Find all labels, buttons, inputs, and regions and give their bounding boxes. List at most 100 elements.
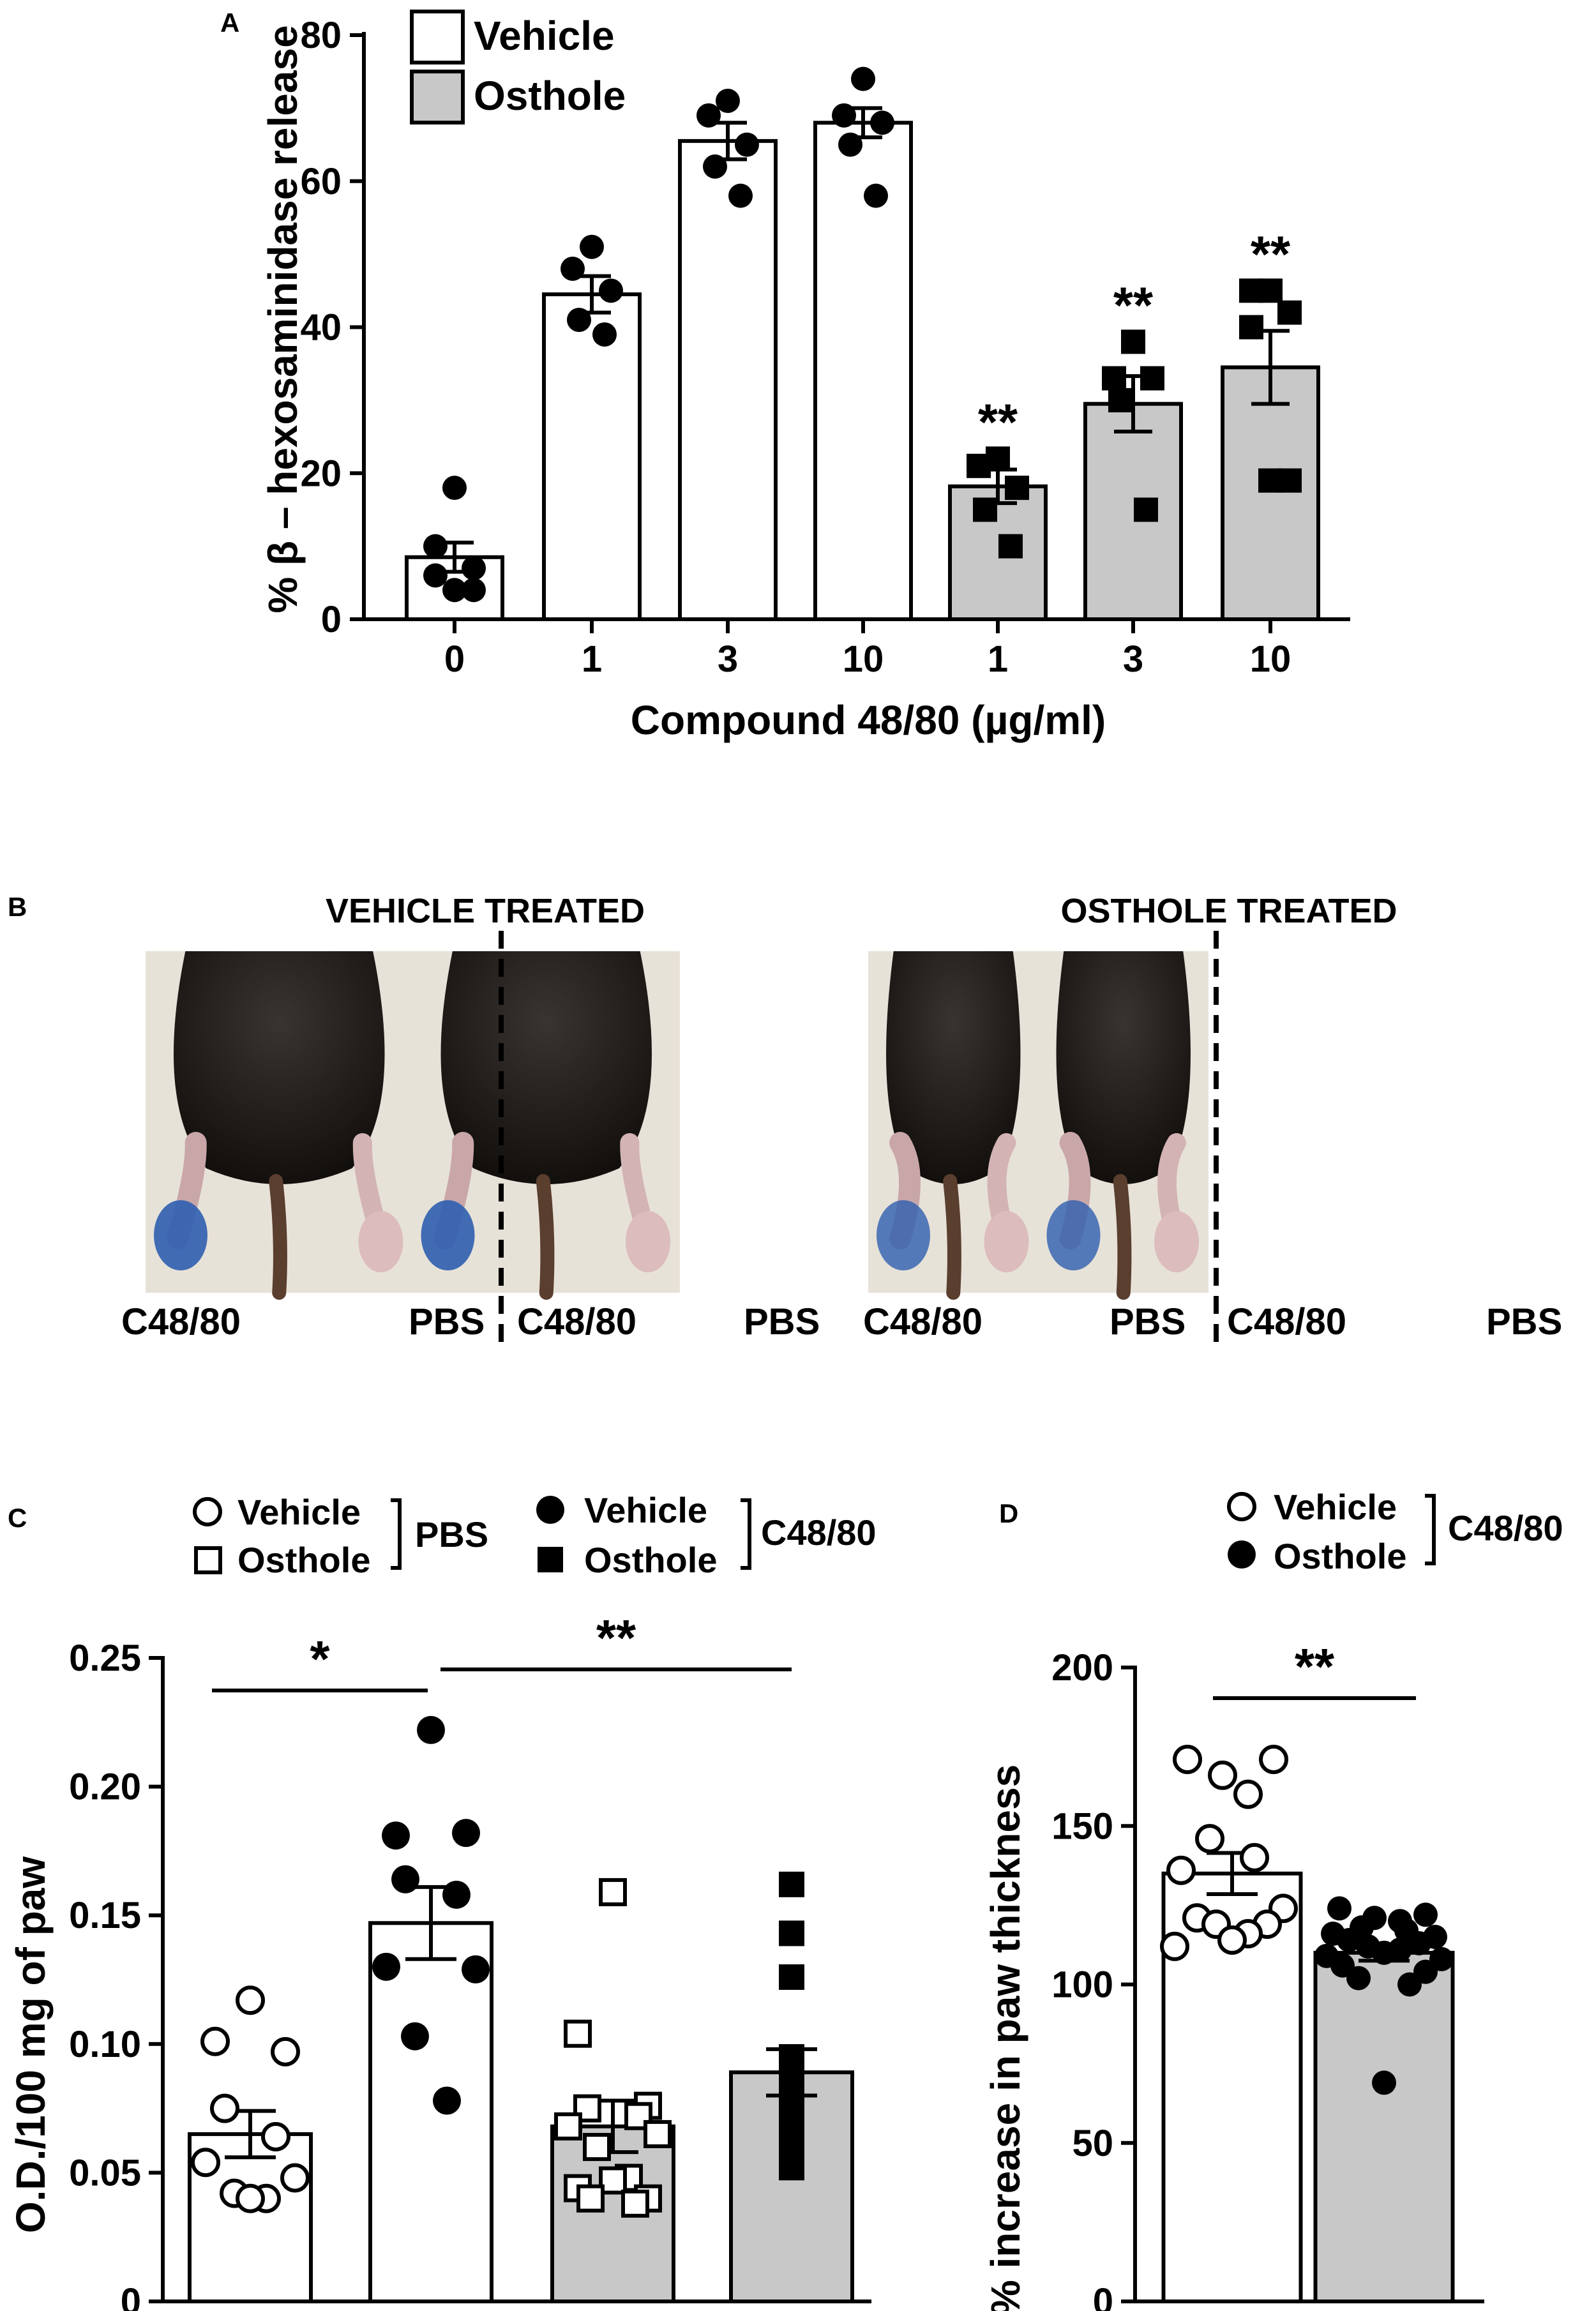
mouse-right-paw-image xyxy=(626,1211,670,1272)
panel-a-data-point xyxy=(423,563,448,588)
mouse-body-image xyxy=(1056,951,1191,1184)
photo-label-pbs-1: PBS xyxy=(409,1301,485,1343)
panel-a-data-point xyxy=(870,110,894,135)
panel-a-data-point xyxy=(728,183,753,208)
panel-a-x-tick-label: 1 xyxy=(582,638,602,680)
panel-c-data-point xyxy=(779,2155,804,2181)
mouse-tail-image xyxy=(943,1174,961,1300)
panel-c-data-point xyxy=(417,1715,445,1744)
panel-c-data-point xyxy=(554,2112,582,2141)
panel-a-bar xyxy=(542,292,642,621)
panel-a-data-point xyxy=(851,66,875,91)
panel-c-data-point xyxy=(382,1821,410,1850)
panel-a-data-point xyxy=(973,497,997,522)
panel-c-y-tick-label: 0.25 xyxy=(69,1637,141,1679)
mouse-left-paw-dye-image xyxy=(877,1200,930,1270)
panel-d-data-point xyxy=(1327,1896,1351,1921)
panel-a-letter: A xyxy=(220,8,239,38)
panel-c-bar xyxy=(550,2124,675,2303)
panel-a-data-point xyxy=(1005,476,1029,501)
panel-d-data-point xyxy=(1337,1927,1361,1952)
legend-d-vehicle: Vehicle xyxy=(1274,1487,1397,1527)
panel-a-bar xyxy=(948,484,1048,622)
panel-d-data-point xyxy=(1372,2070,1396,2095)
legend-c-group-pbs: PBS xyxy=(415,1514,488,1554)
panel-c-data-point xyxy=(401,2022,429,2051)
panel-a-significance: ** xyxy=(1113,276,1154,333)
photo-label-pbs-3: PBS xyxy=(1110,1301,1186,1343)
panel-d-data-point xyxy=(1173,1744,1202,1774)
panel-c-bar xyxy=(368,1921,493,2303)
panel-d-data-point xyxy=(1160,1931,1189,1961)
panel-c-y-axis-title: O.D./100 mg of paw xyxy=(8,1856,54,2234)
panel-a-significance: ** xyxy=(1251,225,1291,282)
legend-label-vehicle: Vehicle xyxy=(474,13,615,59)
panel-c-data-point xyxy=(779,1871,804,1897)
legend-d-marker-open-circle xyxy=(1227,1492,1256,1521)
panel-a-data-point xyxy=(1277,300,1302,325)
panel-a-data-point xyxy=(462,578,486,603)
panel-a-data-point xyxy=(967,453,991,478)
legend-bracket-pbs xyxy=(391,1498,402,1570)
panel-a-data-point xyxy=(1239,315,1263,340)
panel-a-data-point xyxy=(442,476,467,501)
panel-c-data-point xyxy=(599,2166,627,2195)
panel-d-data-point xyxy=(1217,1925,1247,1955)
panel-d-letter: D xyxy=(999,1498,1018,1528)
panel-c-significance-label: ** xyxy=(596,1609,636,1666)
panel-b-letter: B xyxy=(8,892,27,922)
panel-d-data-point xyxy=(1195,1824,1224,1854)
panel-a-legend: Vehicle Osthole xyxy=(410,10,626,124)
panel-c-data-point xyxy=(391,1865,419,1893)
panel-d-y-tick-label: 50 xyxy=(1072,2123,1113,2164)
panel-a-data-point xyxy=(1239,278,1263,303)
legend-c-vehicle-pbs: Vehicle xyxy=(237,1492,361,1532)
panel-a-data-point xyxy=(561,257,585,281)
panel-c-data-point xyxy=(236,1985,265,2015)
photo-label-pbs-4: PBS xyxy=(1486,1301,1562,1343)
panel-c-data-point xyxy=(191,2148,220,2178)
mouse-right-paw-image xyxy=(358,1211,403,1272)
mouse-right-paw-image xyxy=(1154,1211,1199,1272)
panel-c-data-point xyxy=(236,2183,265,2213)
mouse-tail-image xyxy=(269,1174,287,1300)
panel-c-chart: C Vehicle Osthole PBS Vehicle Osthole C4… xyxy=(8,1490,877,2311)
mouse-tail-image xyxy=(536,1174,555,1300)
panel-d-data-point xyxy=(1166,1855,1196,1885)
panel-a-data-point xyxy=(838,132,862,157)
panel-d-significance-label: ** xyxy=(1295,1638,1335,1695)
panel-a-data-point xyxy=(1121,329,1145,354)
panel-a-bar xyxy=(813,121,913,621)
panel-a-data-point xyxy=(703,154,727,179)
legend-d-group: C48/80 xyxy=(1448,1508,1563,1548)
panel-d-data-point xyxy=(1208,1760,1237,1790)
legend-d-bracket xyxy=(1425,1494,1436,1565)
panel-c-y-tick-label: 0.10 xyxy=(69,2024,141,2065)
panel-a-data-point xyxy=(1134,497,1158,522)
panel-c-letter: C xyxy=(8,1503,27,1533)
panel-c-data-point xyxy=(462,1955,490,1984)
panel-c-data-point xyxy=(452,1819,480,1848)
legend-d-osthole: Osthole xyxy=(1274,1536,1406,1576)
legend-marker-filled-square xyxy=(538,1547,563,1572)
panel-d-y-tick-label: 150 xyxy=(1051,1805,1113,1847)
panel-c-data-point xyxy=(261,2121,290,2151)
legend-d-marker-filled-circle xyxy=(1228,1540,1256,1569)
mouse-left-paw-dye-image xyxy=(1046,1200,1101,1270)
panel-d-bar xyxy=(1313,1950,1455,2304)
panel-a-data-point xyxy=(1258,468,1283,493)
mouse-left-paw-dye-image xyxy=(421,1200,475,1270)
panel-a-data-point xyxy=(442,578,467,603)
panel-a-data-point xyxy=(567,308,591,333)
panel-c-data-point xyxy=(621,2189,649,2218)
panel-a-bar xyxy=(1221,365,1320,621)
photo-label-c48-2: C48/80 xyxy=(517,1301,636,1343)
panel-a-data-point xyxy=(696,103,721,128)
panel-a-data-point xyxy=(423,534,448,559)
panel-c-significance-label: * xyxy=(310,1630,330,1687)
mouse-left-paw-dye-image xyxy=(154,1200,207,1270)
panel-c-data-point xyxy=(599,1878,627,1906)
panel-d-y-tick-label: 200 xyxy=(1051,1647,1113,1689)
panel-a-data-point xyxy=(735,132,759,157)
legend-c-osthole-pbs: Osthole xyxy=(237,1540,370,1580)
